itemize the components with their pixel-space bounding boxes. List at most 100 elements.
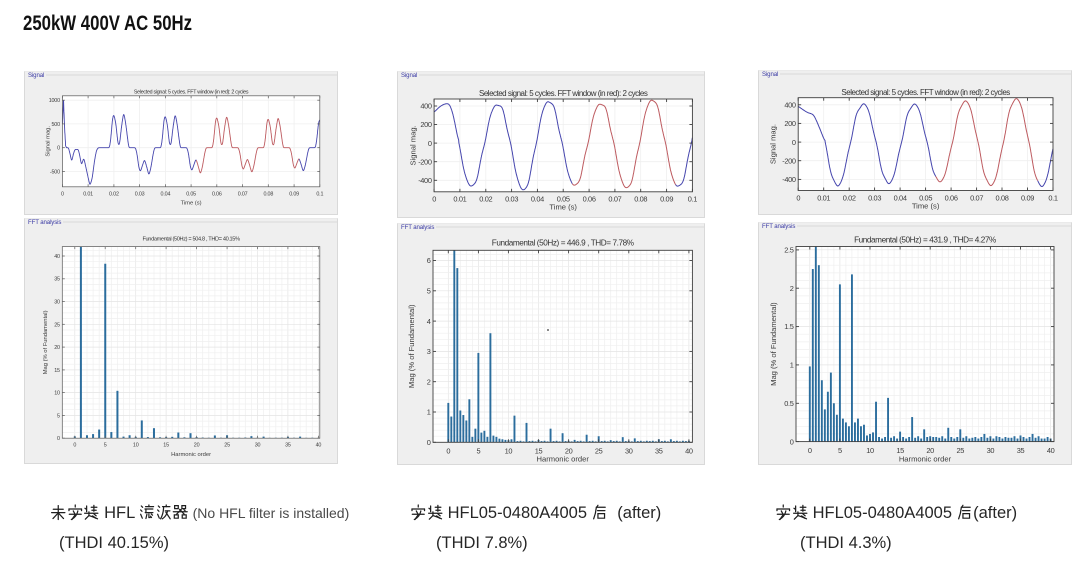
svg-text:15: 15 <box>163 443 169 449</box>
svg-text:10: 10 <box>505 447 513 456</box>
svg-text:Harmonic order: Harmonic order <box>537 454 590 463</box>
svg-text:10: 10 <box>54 391 60 397</box>
svg-text:Signal mag.: Signal mag. <box>409 125 418 165</box>
svg-text:25: 25 <box>224 443 230 449</box>
svg-text:5: 5 <box>838 446 842 455</box>
svg-text:40: 40 <box>54 254 60 260</box>
svg-text:Selected signal: 5 cycles. FFT: Selected signal: 5 cycles. FFT window (i… <box>134 89 249 95</box>
svg-text:0.1: 0.1 <box>688 195 697 204</box>
svg-text:35: 35 <box>655 447 663 456</box>
svg-text:Signal mag.: Signal mag. <box>46 126 52 157</box>
svg-text:2: 2 <box>427 377 431 386</box>
svg-text:0.03: 0.03 <box>135 192 145 198</box>
svg-text:10: 10 <box>133 443 139 449</box>
svg-text:20: 20 <box>565 447 573 456</box>
svg-text:0.05: 0.05 <box>186 192 196 198</box>
svg-text:400: 400 <box>784 101 796 110</box>
svg-text:0: 0 <box>57 436 60 442</box>
svg-text:10: 10 <box>866 446 874 455</box>
svg-text:0.1: 0.1 <box>1048 194 1057 203</box>
svg-text:Harmonic order: Harmonic order <box>899 454 952 463</box>
svg-text:25: 25 <box>957 446 965 455</box>
svg-text:0.02: 0.02 <box>843 194 856 203</box>
svg-text:35: 35 <box>54 277 60 283</box>
svg-text:0: 0 <box>796 194 800 203</box>
svg-text:0.08: 0.08 <box>996 194 1009 203</box>
svg-text:Mag (% of Fundamental): Mag (% of Fundamental) <box>43 310 49 374</box>
svg-text:25: 25 <box>54 322 60 328</box>
svg-text:0.04: 0.04 <box>531 195 544 204</box>
svg-text:15: 15 <box>535 447 543 456</box>
svg-text:Time (s): Time (s) <box>549 202 577 211</box>
svg-text:Time (s): Time (s) <box>912 201 940 210</box>
svg-text:Selected signal: 5 cycles. FFT: Selected signal: 5 cycles. FFT window (i… <box>841 88 1010 97</box>
svg-text:-200: -200 <box>418 157 432 166</box>
svg-text:0.5: 0.5 <box>784 399 793 408</box>
svg-text:1.5: 1.5 <box>784 322 793 331</box>
svg-text:Fundamental (50Hz) = 431.9 , T: Fundamental (50Hz) = 431.9 , THD= 4.27% <box>854 236 996 245</box>
svg-text:0.06: 0.06 <box>583 195 596 204</box>
svg-text:0.09: 0.09 <box>660 195 673 204</box>
svg-text:5: 5 <box>477 447 481 456</box>
svg-text:0.02: 0.02 <box>109 192 119 198</box>
svg-text:25: 25 <box>595 447 603 456</box>
svg-text:0.1: 0.1 <box>316 192 323 198</box>
svg-text:0.03: 0.03 <box>505 195 518 204</box>
svg-text:1: 1 <box>427 408 431 417</box>
svg-text:0: 0 <box>432 195 436 204</box>
svg-text:Harmonic order: Harmonic order <box>171 452 211 458</box>
svg-text:Signal mag.: Signal mag. <box>769 124 778 164</box>
svg-text:30: 30 <box>54 300 60 306</box>
svg-text:20: 20 <box>54 345 60 351</box>
svg-text:3: 3 <box>427 347 431 356</box>
svg-text:15: 15 <box>54 368 60 374</box>
svg-text:0.05: 0.05 <box>557 195 570 204</box>
svg-text:200: 200 <box>784 119 796 128</box>
svg-text:Fundamental (50Hz) = 446.9 , T: Fundamental (50Hz) = 446.9 , THD= 7.78% <box>492 239 634 248</box>
svg-text:0.01: 0.01 <box>83 192 93 198</box>
svg-text:0: 0 <box>446 447 450 456</box>
svg-text:35: 35 <box>285 443 291 449</box>
svg-text:40: 40 <box>1047 446 1055 455</box>
svg-text:30: 30 <box>987 446 995 455</box>
svg-text:0.02: 0.02 <box>479 195 492 204</box>
svg-text:5: 5 <box>104 443 107 449</box>
svg-text:Mag (% of Fundamental): Mag (% of Fundamental) <box>407 304 416 388</box>
svg-text:0: 0 <box>428 139 432 148</box>
svg-text:-500: -500 <box>50 169 60 175</box>
svg-text:15: 15 <box>896 446 904 455</box>
svg-text:2.5: 2.5 <box>784 246 793 255</box>
svg-text:35: 35 <box>1017 446 1025 455</box>
svg-text:1: 1 <box>790 361 794 370</box>
svg-text:1000: 1000 <box>49 98 60 104</box>
svg-text:-400: -400 <box>418 176 432 185</box>
svg-text:0: 0 <box>792 138 796 147</box>
svg-text:0.07: 0.07 <box>238 192 248 198</box>
svg-text:0: 0 <box>73 443 76 449</box>
svg-text:0.04: 0.04 <box>161 192 171 198</box>
svg-text:Mag (% of Fundamental): Mag (% of Fundamental) <box>769 302 778 386</box>
svg-text:30: 30 <box>255 443 261 449</box>
svg-text:0: 0 <box>808 446 812 455</box>
svg-text:0: 0 <box>427 438 431 447</box>
svg-text:0.04: 0.04 <box>894 194 907 203</box>
svg-text:200: 200 <box>420 120 432 129</box>
svg-text:5: 5 <box>57 413 60 419</box>
svg-text:40: 40 <box>316 443 322 449</box>
svg-text:5: 5 <box>427 287 431 296</box>
svg-text:0.07: 0.07 <box>970 194 983 203</box>
svg-text:4: 4 <box>427 317 431 326</box>
svg-text:-200: -200 <box>782 156 796 165</box>
svg-text:20: 20 <box>926 446 934 455</box>
svg-text:20: 20 <box>194 443 200 449</box>
svg-text:0.09: 0.09 <box>289 192 299 198</box>
svg-text:Time (s): Time (s) <box>181 201 202 207</box>
svg-text:0.08: 0.08 <box>634 195 647 204</box>
svg-text:2: 2 <box>790 284 794 293</box>
svg-text:Selected signal: 5 cycles. FFT: Selected signal: 5 cycles. FFT window (i… <box>479 89 648 98</box>
svg-text:0: 0 <box>57 146 60 152</box>
svg-text:0: 0 <box>61 192 64 198</box>
svg-text:-400: -400 <box>782 175 796 184</box>
svg-text:0.06: 0.06 <box>212 192 222 198</box>
svg-text:6: 6 <box>427 256 431 265</box>
